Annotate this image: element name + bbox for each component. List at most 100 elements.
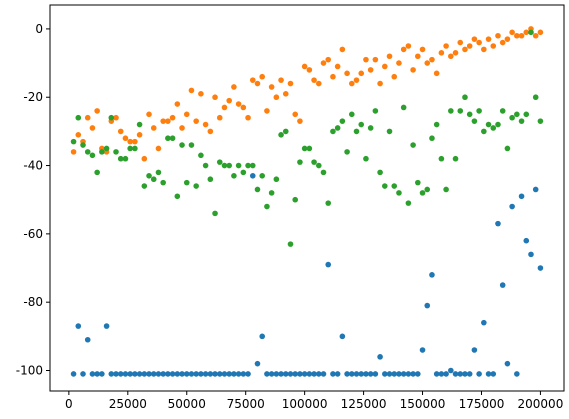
point (419, 190, 426, 196)
point (193, 118, 199, 124)
point (117, 155, 124, 162)
point (485, 121, 492, 128)
x-tick-label: 0 (65, 397, 73, 411)
point (334, 371, 341, 377)
point (410, 371, 416, 377)
point (221, 162, 228, 169)
point (183, 111, 190, 118)
point (70, 371, 77, 377)
point (363, 56, 369, 63)
point (179, 371, 185, 377)
point (391, 371, 398, 377)
point (132, 371, 138, 377)
point (113, 149, 119, 155)
x-tick-label: 50000 (168, 397, 206, 411)
point (282, 128, 289, 135)
point (80, 142, 86, 148)
point (84, 114, 91, 121)
point (169, 371, 176, 377)
point (504, 36, 511, 42)
point (532, 32, 539, 39)
point (353, 371, 360, 377)
point (400, 371, 407, 377)
point (391, 183, 398, 189)
point (315, 80, 322, 87)
point (443, 43, 449, 49)
point (297, 371, 303, 377)
point (311, 77, 317, 83)
point (320, 60, 327, 66)
point (198, 152, 204, 159)
point (523, 111, 530, 118)
point (268, 371, 275, 377)
point (311, 159, 317, 165)
point (518, 193, 525, 200)
point (127, 138, 133, 145)
point (273, 371, 280, 377)
point (334, 63, 341, 70)
y-tick-label: -40 (23, 159, 43, 173)
point (311, 371, 317, 377)
point (264, 203, 270, 210)
point (410, 67, 416, 73)
point (174, 193, 181, 200)
point (448, 108, 454, 114)
point (117, 371, 124, 377)
point (75, 114, 82, 121)
point (325, 56, 332, 63)
point (287, 241, 294, 247)
point (481, 319, 487, 326)
point (509, 29, 515, 36)
point (240, 169, 247, 176)
point (339, 46, 346, 53)
point (471, 118, 478, 124)
point (122, 135, 129, 142)
point (462, 371, 468, 377)
point (160, 118, 166, 124)
point (89, 152, 96, 159)
point (344, 149, 350, 155)
point (528, 29, 534, 36)
point (476, 371, 482, 377)
point (485, 371, 492, 377)
point (202, 121, 209, 128)
point (235, 101, 242, 107)
point (490, 43, 497, 49)
point (471, 36, 478, 42)
point (499, 282, 506, 288)
point (518, 32, 525, 39)
point (344, 371, 350, 377)
point (94, 371, 100, 377)
point (452, 155, 459, 162)
point (448, 367, 454, 374)
y-tick-label: 0 (35, 22, 43, 36)
point (320, 169, 327, 176)
x-tick-label: 175000 (459, 397, 505, 411)
point (207, 176, 214, 183)
point (452, 371, 459, 377)
point (372, 371, 379, 377)
point (226, 162, 232, 169)
plot-frame (49, 4, 565, 392)
point (348, 111, 355, 118)
point (268, 190, 275, 196)
point (165, 371, 171, 377)
point (70, 138, 77, 145)
point (136, 371, 143, 377)
point (254, 186, 261, 193)
point (358, 371, 365, 377)
point (141, 371, 148, 377)
point (382, 63, 388, 70)
point (231, 84, 237, 90)
point (528, 251, 534, 258)
point (108, 114, 115, 121)
point (183, 371, 190, 377)
point (396, 60, 402, 66)
point (334, 125, 341, 131)
point (259, 333, 266, 340)
point (174, 371, 181, 377)
point (297, 118, 303, 124)
point (367, 371, 374, 377)
point (264, 108, 270, 114)
